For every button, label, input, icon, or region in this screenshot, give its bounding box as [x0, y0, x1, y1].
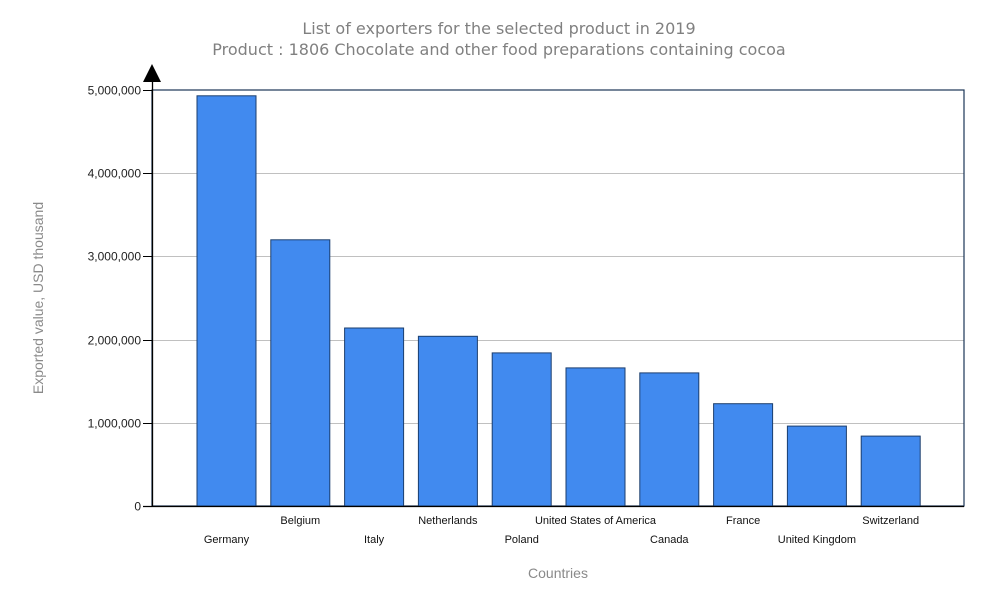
- chart-subtitle: Product : 1806 Chocolate and other food …: [212, 40, 785, 59]
- bar-poland[interactable]: [491, 352, 552, 507]
- x-category-label: France: [726, 515, 760, 527]
- y-axis-title: Exported value, USD thousand: [30, 202, 46, 394]
- chart-title: List of exporters for the selected produ…: [302, 19, 695, 38]
- bar-united-kingdom[interactable]: [786, 425, 847, 507]
- bar-canada[interactable]: [639, 372, 700, 507]
- x-category-label: Netherlands: [418, 515, 478, 527]
- y-tick-label: 1,000,000: [88, 417, 142, 431]
- bar-switzerland[interactable]: [860, 435, 921, 507]
- x-category-label: Poland: [505, 534, 539, 546]
- bar-united-states-of-america[interactable]: [565, 367, 626, 507]
- y-tick-label: 5,000,000: [88, 84, 142, 98]
- x-category-label: Belgium: [280, 515, 320, 527]
- y-tick-label: 0: [134, 500, 141, 514]
- y-tick-label: 2,000,000: [88, 334, 142, 348]
- bar-netherlands[interactable]: [417, 335, 478, 507]
- y-axis-arrow-icon: [143, 64, 161, 82]
- bar-italy[interactable]: [344, 327, 405, 507]
- x-category-label: United States of America: [535, 515, 657, 527]
- y-tick-labels: 0 1,000,000 2,000,000 3,000,000 4,000,000 5,0…: [88, 84, 142, 514]
- x-category-label: Italy: [364, 534, 385, 546]
- x-category-label: United Kingdom: [778, 534, 856, 546]
- bar-france[interactable]: [713, 403, 774, 507]
- x-category-labels: Germany Belgium Italy Netherlands Poland Unit…: [204, 515, 919, 546]
- y-axis: [143, 64, 964, 508]
- bar-belgium[interactable]: [270, 239, 331, 507]
- x-category-label: Germany: [204, 534, 250, 546]
- y-tick-label: 3,000,000: [88, 250, 142, 264]
- x-category-label: Switzerland: [862, 515, 919, 527]
- y-tick-label: 4,000,000: [88, 167, 142, 181]
- x-axis-title: Countries: [528, 565, 588, 581]
- bars: [196, 95, 921, 507]
- x-category-label: Canada: [650, 534, 689, 546]
- bar-germany[interactable]: [196, 95, 257, 507]
